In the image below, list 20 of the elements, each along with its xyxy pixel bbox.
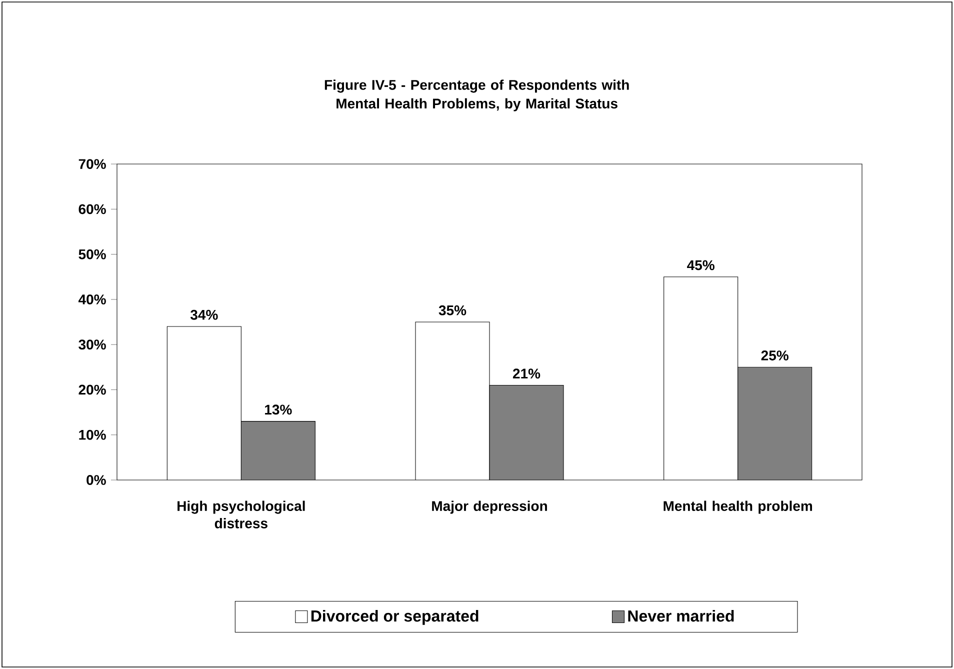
legend-label: Never married bbox=[628, 610, 734, 622]
x-tick-label: Mental health problem bbox=[664, 500, 812, 514]
data-label: 25% bbox=[761, 350, 788, 360]
x-tick-label: Major depression bbox=[432, 500, 547, 514]
y-tick-label: 40% bbox=[78, 294, 106, 304]
y-tick-label: 30% bbox=[78, 340, 106, 350]
data-label: 45% bbox=[687, 260, 714, 270]
data-label: 13% bbox=[265, 404, 292, 415]
chart-title: Figure IV-5 - Percentage of Respondents with Mental Health Problems, by Marital Status bbox=[324, 80, 629, 112]
x-tick-label: High psychological distress bbox=[178, 500, 305, 528]
y-tick-label: 20% bbox=[78, 384, 106, 395]
y-tick-label: 70% bbox=[78, 159, 106, 169]
data-label: 21% bbox=[512, 368, 540, 378]
data-label: 34% bbox=[190, 310, 218, 320]
y-tick-label: 0% bbox=[86, 475, 106, 485]
y-tick-label: 10% bbox=[79, 430, 106, 440]
data-label: 35% bbox=[438, 305, 466, 316]
y-tick-label: 50% bbox=[78, 249, 106, 260]
y-tick-label: 60% bbox=[78, 204, 106, 214]
legend-label: Divorced or separated bbox=[311, 610, 478, 625]
